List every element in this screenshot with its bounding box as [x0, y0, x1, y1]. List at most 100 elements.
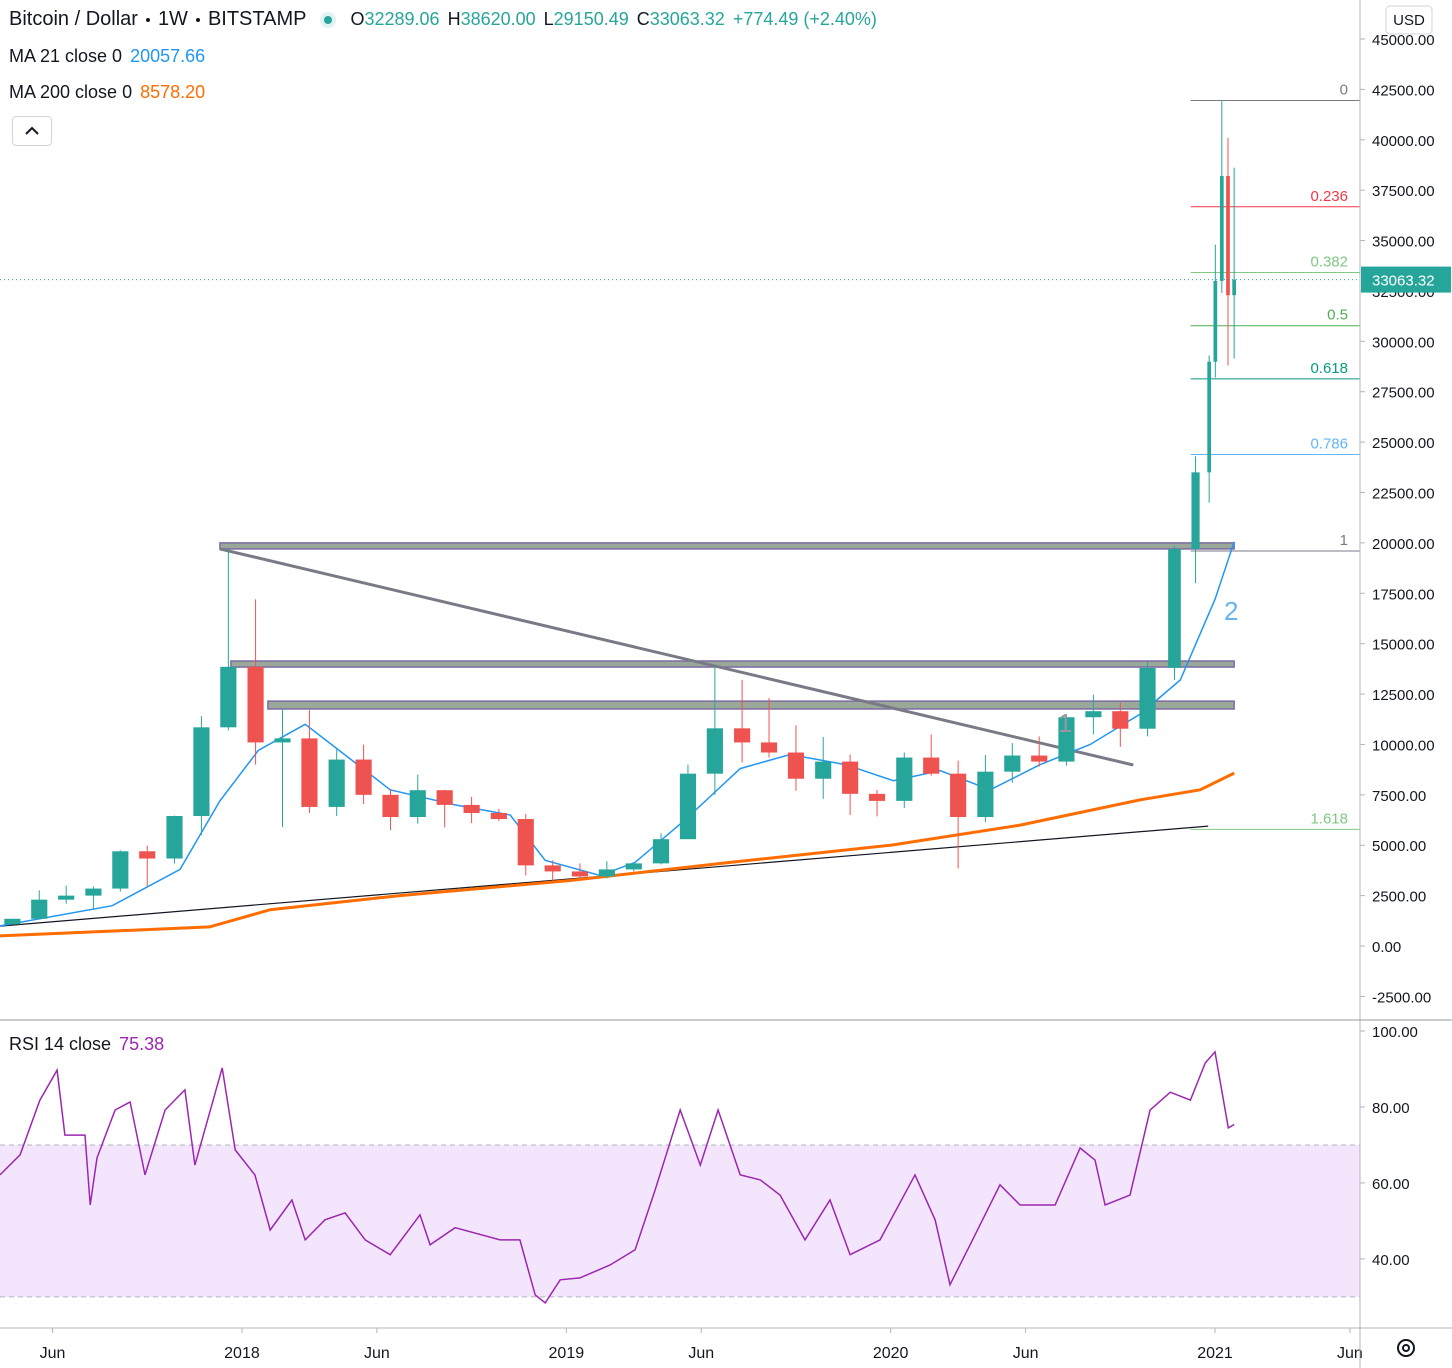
fib-label: 0.618	[1310, 360, 1348, 377]
ohlc-value: 32289.06	[364, 9, 440, 29]
y-tick-label: 42500.00	[1372, 82, 1435, 99]
y-tick-label: 40.00	[1372, 1252, 1410, 1269]
candle-body	[4, 918, 21, 925]
chevron-icon	[25, 126, 39, 135]
currency-button[interactable]	[1385, 5, 1433, 35]
candle-body	[1112, 711, 1129, 729]
last-price-tag	[1361, 266, 1451, 293]
candle-body	[139, 851, 156, 859]
price-zone	[230, 660, 1235, 668]
y-tick-label: 80.00	[1372, 1100, 1410, 1117]
ohlc-value: 29150.49	[553, 9, 629, 29]
trendline	[219, 547, 1134, 767]
candle-body	[382, 794, 399, 818]
y-tick-label: -2500.00	[1372, 989, 1431, 1006]
y-tick-label: 40000.00	[1372, 133, 1435, 150]
ohlc-item: L 29150.49	[544, 9, 629, 30]
rsi-value: 75.38	[119, 1034, 165, 1054]
ohlc-key: L	[543, 9, 554, 29]
x-tick-label: 2019	[549, 1345, 585, 1362]
y-tick-label: 15000.00	[1372, 637, 1435, 654]
fib-label: 0.382	[1310, 254, 1348, 271]
moving-average	[0, 771, 1235, 938]
candle-body	[355, 759, 372, 795]
candle-body	[923, 757, 940, 774]
ma-legend: MA 200 close 0 8578.20	[9, 82, 205, 103]
ma-legend: MA 21 close 0 20057.66	[9, 46, 205, 67]
candle-body	[896, 757, 913, 801]
y-tick-label: 27500.00	[1372, 385, 1435, 402]
chevron	[25, 126, 39, 135]
y-tick-label: 7500.00	[1372, 788, 1426, 805]
x-tick-label: Jun	[1013, 1345, 1039, 1362]
ohlc-values: O 32289.06 H 38620.00 L 29150.49 C 33063.32	[350, 9, 724, 30]
last-price-label: 33063.32	[1372, 273, 1435, 290]
currency-label: USD	[1393, 12, 1425, 29]
change: +774.49 (+2.40%)	[732, 9, 877, 29]
candle-body	[679, 773, 697, 840]
candle-body	[31, 899, 48, 919]
x-tick-label: 2020	[873, 1345, 909, 1362]
candle-body	[706, 728, 723, 774]
interval: 1W	[157, 8, 188, 30]
rsi-band	[0, 1144, 1360, 1297]
y-tick-label: 0.00	[1372, 939, 1401, 956]
rsi-legend: RSI 14 close 75.38	[9, 1034, 164, 1055]
x-tick-label: Jun	[1337, 1345, 1363, 1362]
y-tick-label: 30000.00	[1372, 334, 1435, 351]
candle-body	[220, 666, 237, 728]
ma-name: MA 21 close 0	[9, 46, 123, 66]
candle-body	[1058, 717, 1075, 762]
candle-body	[1213, 280, 1218, 362]
ohlc-key: C	[636, 9, 650, 29]
status-dot	[324, 15, 333, 24]
ohlc-value: 38620.00	[460, 9, 536, 29]
candle-body	[409, 790, 426, 818]
x-tick-label: Jun	[40, 1345, 66, 1362]
rsi-name: RSI 14 close	[9, 1034, 112, 1054]
candle-body	[868, 793, 886, 801]
candle-body	[625, 863, 642, 870]
y-tick-label: 10000.00	[1372, 737, 1435, 754]
candle-body	[436, 790, 453, 805]
y-tick-label: 100.00	[1372, 1024, 1418, 1041]
symbol-title: Bitcoin / Dollar	[9, 8, 138, 30]
candle-body	[1139, 667, 1156, 729]
candle-body	[1191, 472, 1200, 549]
market-status[interactable]	[320, 11, 337, 28]
candle-body	[1085, 711, 1102, 718]
candle-body	[1004, 755, 1021, 772]
candle-body	[85, 888, 102, 896]
candle-body	[950, 773, 967, 818]
symbol-legend: Bitcoin / Dollar 1W BITSTAMP O 32289.06 H 3…	[9, 8, 877, 31]
candle-body	[490, 812, 507, 820]
y-tick-label: 22500.00	[1372, 486, 1435, 503]
fib-label: 0	[1340, 81, 1348, 98]
separator	[195, 17, 200, 22]
collapse-button[interactable]	[12, 116, 52, 146]
candle-body	[1226, 176, 1230, 296]
y-tick-label: 35000.00	[1372, 234, 1435, 251]
rsi-line	[0, 1050, 1235, 1304]
y-tick-label: 45000.00	[1372, 32, 1435, 49]
ohlc-item: C 33063.32	[637, 9, 725, 30]
price-zone	[267, 700, 1235, 710]
fib-label: 0.5	[1327, 307, 1348, 324]
candle-body	[652, 839, 670, 864]
ohlc-item: O 32289.06	[350, 9, 439, 30]
candle-body	[842, 761, 859, 794]
y-tick-label: 20000.00	[1372, 536, 1435, 553]
fib-label: 1	[1340, 532, 1348, 549]
candle-body	[787, 752, 805, 779]
candle-body	[301, 738, 318, 807]
ma-name: MA 200 close 0	[9, 82, 133, 102]
ohlc-item: H 38620.00	[448, 9, 536, 30]
candle-body	[193, 727, 210, 817]
settings-icon[interactable]	[1397, 1339, 1415, 1357]
y-tick-label: 5000.00	[1372, 838, 1426, 855]
x-tick-label: Jun	[688, 1345, 714, 1362]
candle-body	[58, 895, 75, 900]
candle-body	[1207, 361, 1212, 473]
ohlc-key: O	[350, 9, 365, 29]
annotation: 2	[1224, 596, 1238, 626]
